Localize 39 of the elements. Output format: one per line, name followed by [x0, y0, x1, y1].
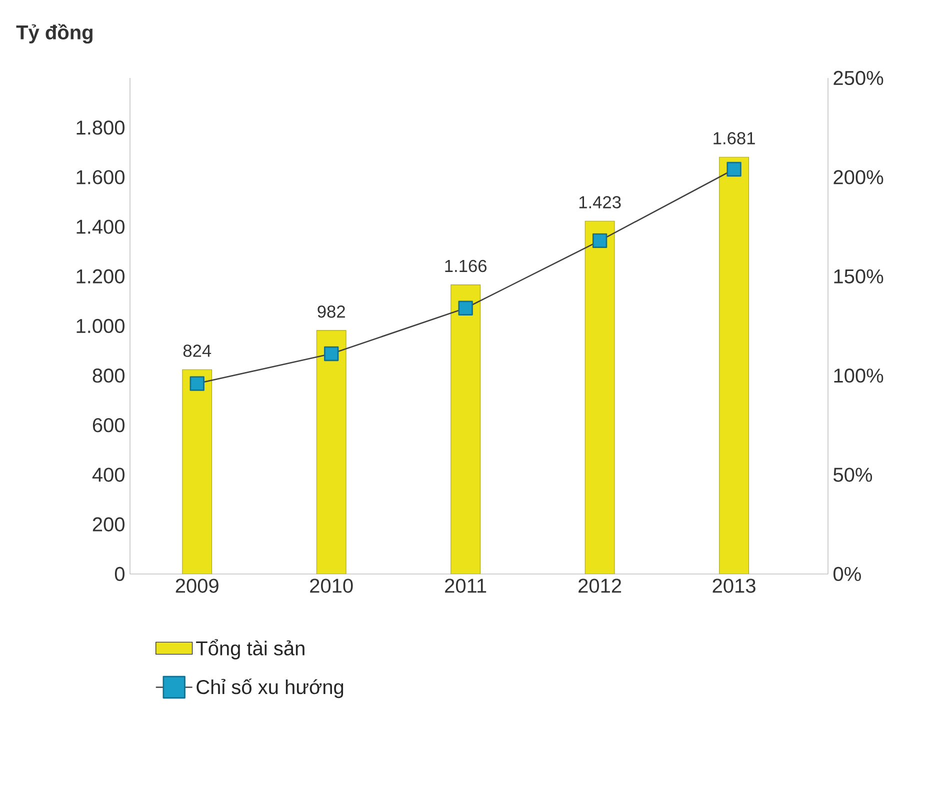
- bar: [450, 284, 481, 574]
- y2-tick-label: 250%: [834, 70, 884, 86]
- legend-label: Chỉ số xu hướng: [196, 678, 344, 698]
- x-tick-label: 2012: [578, 578, 622, 593]
- y-tick-label: 1.400: [76, 220, 124, 234]
- data-label: 824: [183, 344, 212, 357]
- point: [190, 376, 204, 391]
- bar: [316, 330, 346, 574]
- data-label: 982: [318, 305, 345, 318]
- data-label: 1.681: [714, 132, 755, 144]
- y-tick-label: 1.200: [76, 269, 124, 284]
- x-tick-label: 2011: [445, 578, 486, 593]
- y2-tick-label: 150%: [834, 269, 884, 284]
- y-tick-label: 600: [92, 418, 124, 432]
- legend-label: Tổng tài sản: [196, 639, 304, 660]
- y-tick-label: 200: [92, 517, 124, 532]
- x-tick-label: 2013: [712, 578, 756, 593]
- point: [458, 300, 473, 316]
- bar: [719, 156, 749, 574]
- point: [592, 233, 608, 248]
- y-tick-label: 0: [114, 566, 124, 582]
- y-tick-label: 1.600: [76, 170, 124, 184]
- point: [324, 346, 339, 362]
- data-label: 1.423: [579, 196, 621, 208]
- x-tick-label: 2010: [310, 578, 353, 593]
- y-tick-label: 1.000: [76, 318, 124, 334]
- y-tick-label: 800: [92, 368, 124, 383]
- y2-tick-label: 0%: [833, 566, 861, 582]
- y2-tick-label: 50%: [834, 468, 872, 482]
- y-tick-label: 1.800: [76, 120, 124, 135]
- point: [726, 162, 742, 177]
- bar: [584, 220, 615, 574]
- data-label: 1.166: [445, 260, 487, 272]
- x-tick-label: 2009: [176, 578, 218, 593]
- y-tick-label: 400: [92, 468, 124, 482]
- bar: [182, 369, 212, 574]
- y2-tick-label: 100%: [834, 368, 884, 383]
- y-axis-title: Tỷ đồng: [16, 24, 92, 44]
- y2-tick-label: 200%: [834, 170, 884, 184]
